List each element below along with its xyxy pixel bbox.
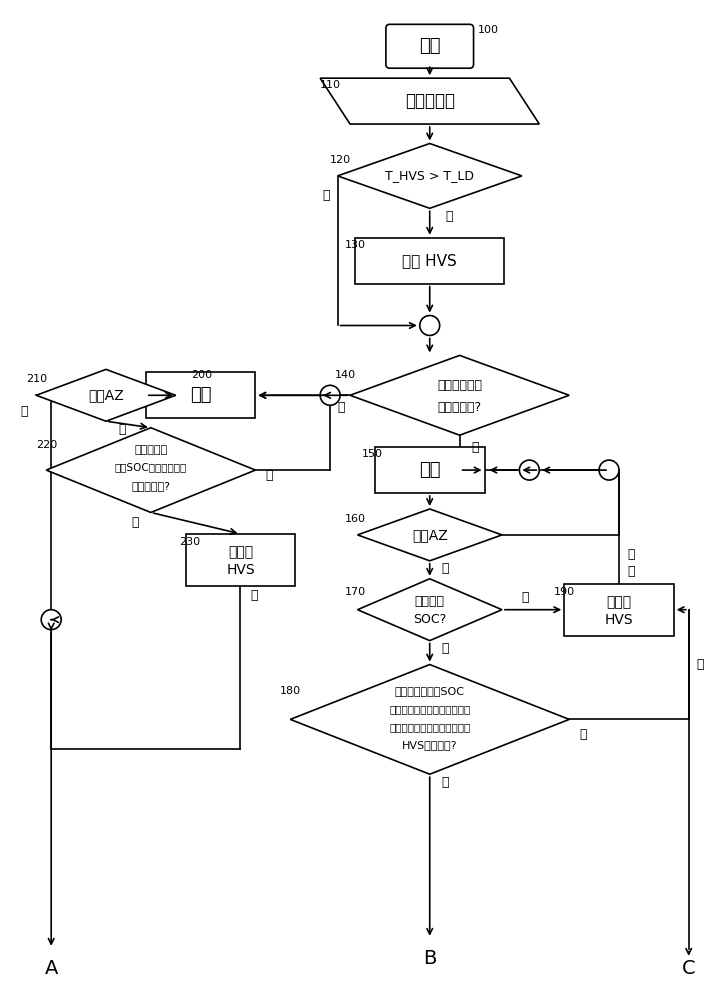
Text: 130: 130	[345, 240, 366, 250]
Text: 160: 160	[345, 514, 366, 524]
Text: 150: 150	[362, 449, 383, 459]
Polygon shape	[320, 78, 539, 124]
Text: HVS: HVS	[226, 563, 255, 577]
Bar	[146, 372, 255, 418]
Polygon shape	[357, 509, 502, 561]
Text: 210: 210	[27, 374, 47, 384]
Polygon shape	[338, 143, 522, 208]
Text: 至少为达到: 至少为达到	[134, 445, 168, 455]
Text: 否: 否	[522, 591, 529, 604]
Bar	[375, 447, 485, 493]
Text: T_HVS > T_LD: T_HVS > T_LD	[385, 169, 475, 182]
Circle shape	[519, 460, 539, 480]
Text: SOC?: SOC?	[413, 613, 446, 626]
Polygon shape	[36, 369, 175, 421]
Text: 否: 否	[118, 423, 125, 436]
Polygon shape	[350, 355, 569, 435]
Text: HVS的预调节?: HVS的预调节?	[402, 740, 457, 750]
Text: 是: 是	[21, 405, 28, 418]
Circle shape	[41, 610, 61, 630]
Text: 220: 220	[36, 440, 58, 450]
Text: 是: 是	[446, 210, 453, 223]
Text: 预空气调节?: 预空气调节?	[438, 401, 482, 414]
Text: A: A	[45, 959, 58, 978]
Text: 足够的时间和功率或已经开始: 足够的时间和功率或已经开始	[389, 722, 470, 732]
Text: 170: 170	[345, 587, 366, 597]
Bar	[186, 534, 296, 586]
Text: 否: 否	[322, 189, 329, 202]
Text: B: B	[423, 949, 436, 968]
Text: 包括内室的预空气调节是否有: 包括内室的预空气调节是否有	[389, 704, 470, 714]
Text: 预调节: 预调节	[228, 545, 253, 559]
Text: 时间和功率?: 时间和功率?	[132, 481, 170, 491]
Text: 否: 否	[441, 776, 449, 789]
Text: 是: 是	[441, 642, 449, 655]
Circle shape	[599, 460, 619, 480]
Text: 230: 230	[179, 537, 200, 547]
Text: 预调节: 预调节	[606, 595, 631, 609]
Text: 200: 200	[191, 370, 212, 380]
Text: 是: 是	[579, 728, 587, 741]
Text: 使用者预定: 使用者预定	[405, 92, 454, 110]
Text: 否: 否	[265, 469, 273, 482]
Text: 是: 是	[132, 516, 139, 529]
Bar	[564, 584, 674, 636]
Text: 120: 120	[330, 155, 352, 165]
Text: 190: 190	[554, 587, 575, 597]
Text: 否: 否	[337, 401, 345, 414]
Text: C: C	[682, 959, 695, 978]
Text: 是: 是	[250, 589, 258, 602]
Text: 否: 否	[441, 562, 449, 575]
Text: 100: 100	[477, 25, 498, 35]
Circle shape	[320, 385, 340, 405]
Bar	[355, 238, 505, 284]
Polygon shape	[290, 665, 569, 774]
Text: 充电: 充电	[190, 386, 211, 404]
Polygon shape	[46, 428, 255, 512]
Polygon shape	[357, 579, 502, 641]
Text: 充电: 充电	[419, 461, 441, 479]
Text: 达到最低: 达到最低	[415, 595, 445, 608]
Text: 开始: 开始	[419, 37, 441, 55]
Text: 达到AZ: 达到AZ	[88, 388, 124, 402]
Text: 110: 110	[320, 80, 341, 90]
Text: 否: 否	[627, 548, 634, 561]
Text: 冷却 HVS: 冷却 HVS	[403, 253, 457, 268]
Text: 是: 是	[627, 565, 634, 578]
Text: 180: 180	[280, 686, 301, 696]
Text: 由使用者选择: 由使用者选择	[437, 379, 482, 392]
Text: 140: 140	[335, 370, 356, 380]
Text: 至少为达到目标SOC: 至少为达到目标SOC	[395, 686, 464, 696]
Text: 是: 是	[697, 658, 704, 671]
Text: 是: 是	[472, 441, 479, 454]
Circle shape	[420, 316, 440, 335]
FancyBboxPatch shape	[386, 24, 474, 68]
Text: 达到AZ: 达到AZ	[412, 528, 448, 542]
Text: 目标SOC是否有足够的: 目标SOC是否有足够的	[115, 462, 187, 472]
Text: HVS: HVS	[605, 613, 633, 627]
